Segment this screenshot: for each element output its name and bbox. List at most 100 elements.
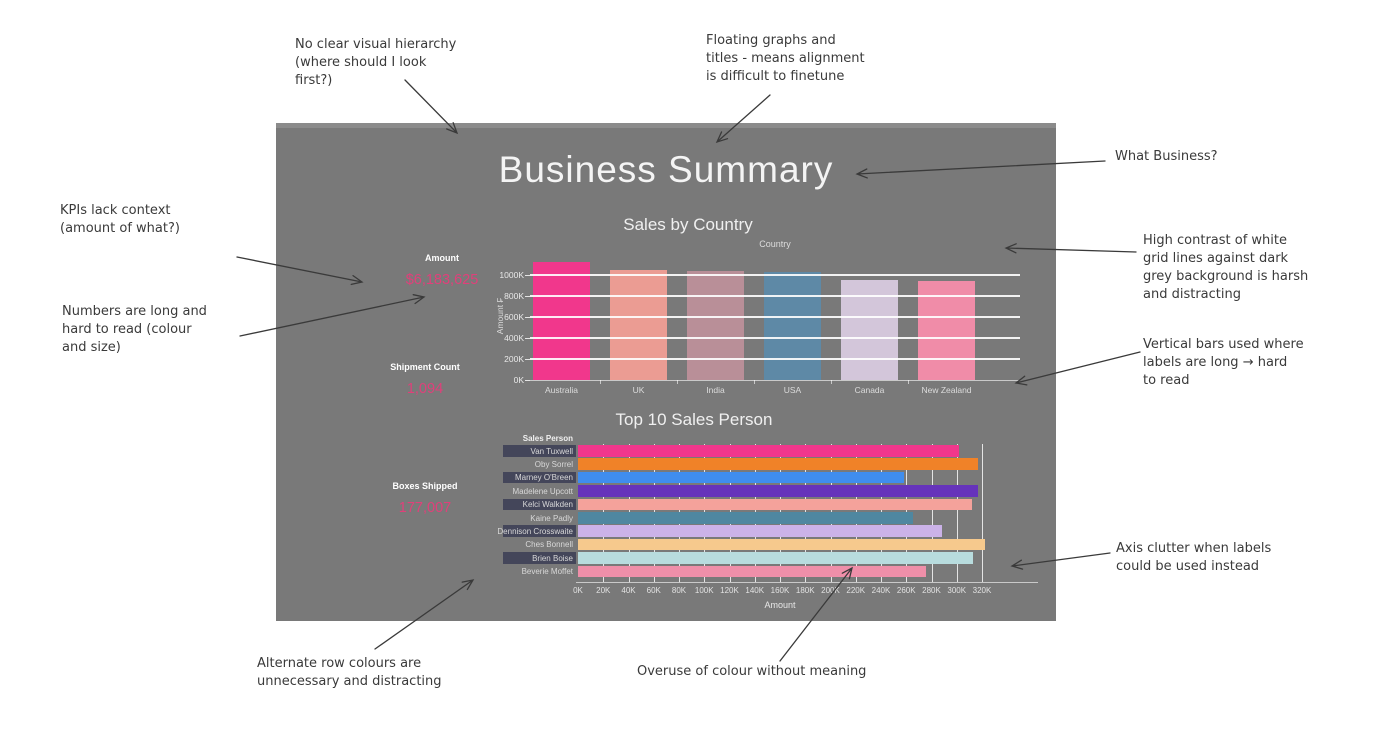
- chart2-row-label: Marney O'Breen: [515, 473, 573, 483]
- chart1-ytick-label: 200K: [504, 354, 524, 364]
- annotation-colour-overuse: Overuse of colour without meaning: [637, 664, 867, 679]
- chart2-xtick-label: 60K: [646, 586, 661, 595]
- annotation-arrow: [374, 579, 475, 650]
- chart2-xtick-label: 40K: [621, 586, 636, 595]
- annotation-arrow: [1010, 552, 1111, 570]
- chart2-row-label: Ches Bonnell: [525, 540, 573, 550]
- chart2-bar-madelene-upcott: [578, 485, 979, 497]
- chart2-row-band: [503, 498, 576, 511]
- chart2-bar-marney-o-breen: [578, 471, 904, 484]
- chart2-row-label: Kaine Padly: [530, 513, 573, 523]
- chart1-ytick-label: 400K: [504, 333, 524, 343]
- chart2-bar-ches-bonnell: [578, 538, 985, 551]
- chart2-xtick-label: 100K: [694, 586, 714, 595]
- chart1-category-label: Australia: [544, 385, 579, 395]
- chart2-bar-oby-sorrel: [578, 458, 979, 470]
- chart2-row-band: [503, 471, 576, 484]
- annotation-axis-clutter: Axis clutter when labels could be used i…: [1116, 541, 1272, 574]
- chart1-gridline-800K: [530, 295, 1020, 297]
- chart2-xtick-label: 200K: [821, 586, 840, 595]
- chart1-category-tick: [908, 380, 909, 384]
- kpi-boxes-shipped-value: 177,007: [398, 500, 452, 516]
- chart2-xtick-label: 180K: [795, 586, 815, 595]
- chart1-bar-usa: [764, 272, 821, 380]
- annotation-arrow: [715, 94, 771, 144]
- annotation-numbers-long: Numbers are long and hard to read (colou…: [62, 304, 207, 355]
- annotation-arrow: [404, 79, 459, 135]
- chart2-axis-line: [576, 582, 1038, 583]
- annotation-row-colours: Alternate row colours are unnecessary an…: [257, 656, 442, 689]
- annotation-floating: Floating graphs and titles - means align…: [706, 33, 865, 84]
- chart2-row-label: Madelene Upcott: [512, 486, 573, 496]
- chart1-title: Sales by Country: [623, 215, 753, 234]
- chart2-xtick-label: 140K: [745, 586, 765, 595]
- chart1-axis-title-country: Country: [759, 239, 791, 249]
- annotation-arrow: [1014, 351, 1141, 386]
- annotation-grid-contrast: High contrast of white grid lines agains…: [1143, 233, 1309, 302]
- chart1-category-tick: [831, 380, 832, 384]
- chart2-gridline-280K: [931, 444, 933, 582]
- chart1-category-tick: [677, 380, 678, 384]
- chart1-ytick-mark: [525, 317, 530, 318]
- chart2-title: Top 10 Sales Person: [615, 410, 773, 429]
- dashboard-title: Business Summary: [498, 149, 834, 190]
- chart2-row-label: Brien Boise: [532, 553, 573, 563]
- chart2-bar-dennison-crosswaite: [578, 525, 942, 537]
- chart1-ytick-label: 600K: [504, 312, 524, 322]
- kpi-amount-label: Amount: [425, 253, 459, 263]
- chart2-row-label: Van Tuxwell: [530, 446, 573, 456]
- chart2-row-label: Beverie Moffet: [521, 567, 573, 577]
- chart1-ytick-mark: [525, 275, 530, 276]
- chart2-xtick-label: 80K: [671, 586, 687, 595]
- annotation-arrow: [239, 294, 426, 337]
- chart2-xtick-label: 220K: [846, 586, 866, 595]
- chart1-category-label: New Zealand: [921, 385, 972, 395]
- chart1-ytick-mark: [525, 359, 530, 360]
- chart2-xtick-label: 160K: [770, 586, 790, 595]
- chart1-category-label: Canada: [854, 385, 885, 395]
- annotation-arrow: [1004, 243, 1137, 254]
- chart1-category-label: India: [706, 385, 725, 395]
- annotation-arrow: [779, 566, 853, 662]
- chart2-xtick-label: 260K: [896, 586, 916, 595]
- chart2-bar-beverie-moffet: [578, 565, 927, 578]
- chart2-gridline-320K: [982, 444, 983, 582]
- chart2-row-label: Dennison Crosswaite: [497, 526, 573, 536]
- chart2-xtick-label: 300K: [947, 586, 967, 595]
- chart1-gridline-1000K: [530, 274, 1020, 276]
- kpi-shipment-count-value: 1,094: [406, 381, 444, 397]
- chart2-axis-title-amount: Amount: [764, 600, 796, 610]
- annotation-arrow: [855, 160, 1106, 179]
- chart2-xtick-label: 20K: [596, 586, 611, 595]
- chart2-row-label: Oby Sorrel: [534, 459, 573, 469]
- chart1-category-tick: [600, 380, 601, 384]
- chart2-row-band: [503, 445, 576, 457]
- chart1-category-tick: [754, 380, 755, 384]
- chart1-bar-new-zealand: [918, 280, 975, 380]
- kpi-shipment-count: Shipment Count 1,094: [350, 362, 500, 397]
- kpi-shipment-count-label: Shipment Count: [390, 362, 460, 372]
- chart1-gridline-200K: [530, 358, 1020, 360]
- chart1-bar-india: [687, 271, 744, 380]
- chart1-ytick-mark: [525, 338, 530, 339]
- chart1-gridline-600K: [530, 316, 1020, 318]
- chart2-xtick-label: 320K: [972, 586, 992, 595]
- kpi-boxes-shipped-label: Boxes Shipped: [392, 481, 458, 491]
- annotation-what-business: What Business?: [1115, 149, 1218, 164]
- chart2-xtick-label: 280K: [922, 586, 941, 595]
- chart2-bar-van-tuxwell: [578, 445, 960, 457]
- chart2-bar-kelci-walkden: [578, 498, 972, 511]
- chart1-ytick-label: 800K: [504, 291, 524, 301]
- chart2-gridline-300K: [956, 444, 958, 582]
- chart2-bar-kaine-padly: [578, 512, 913, 524]
- annotation-vertical-bars: Vertical bars used where labels are long…: [1143, 337, 1304, 388]
- chart2-row-band: [503, 525, 576, 537]
- chart1-ytick-label: 0K: [513, 375, 524, 385]
- chart2-xtick-label: 120K: [720, 586, 739, 595]
- kpi-boxes-shipped: Boxes Shipped 177,007: [350, 481, 500, 516]
- chart2-xtick-label: 240K: [871, 586, 891, 595]
- chart2-row-band: [503, 552, 576, 564]
- chart1-bar-australia: [533, 262, 590, 380]
